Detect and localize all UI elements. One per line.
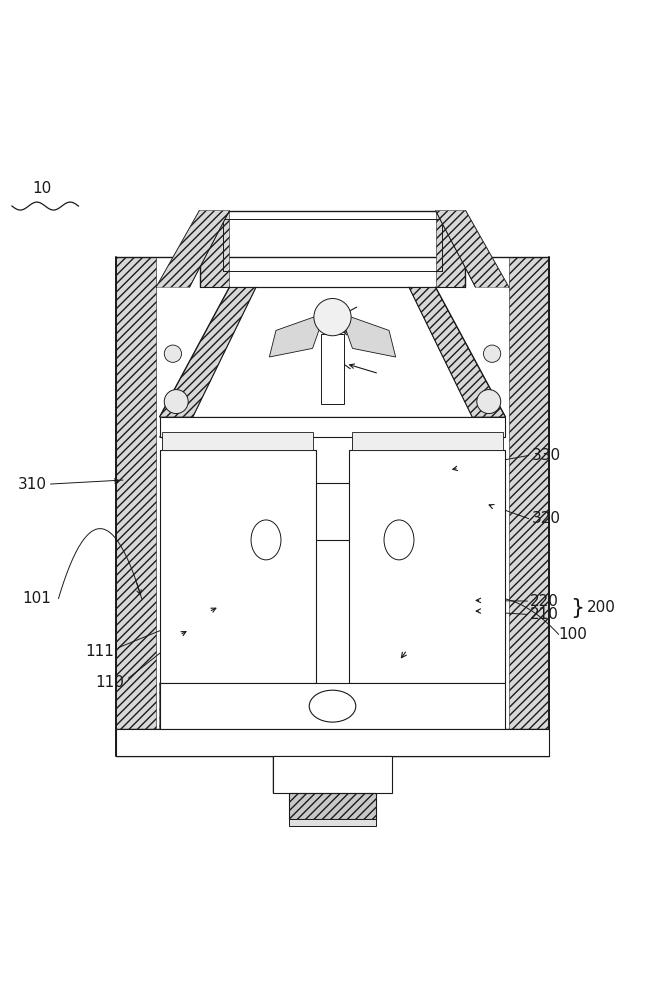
Bar: [321, 334, 344, 404]
Text: 10: 10: [33, 181, 51, 196]
Bar: [352, 432, 503, 450]
Bar: [160, 683, 505, 729]
Circle shape: [164, 435, 182, 452]
Bar: [162, 432, 313, 450]
Polygon shape: [273, 756, 293, 793]
Circle shape: [483, 345, 501, 362]
Circle shape: [314, 299, 351, 336]
Circle shape: [477, 390, 501, 414]
Ellipse shape: [309, 690, 356, 722]
Polygon shape: [436, 211, 466, 287]
Bar: [116, 729, 549, 756]
Polygon shape: [372, 756, 392, 793]
Polygon shape: [465, 683, 505, 729]
Bar: [160, 417, 505, 437]
Polygon shape: [160, 437, 276, 483]
Polygon shape: [409, 287, 505, 417]
Polygon shape: [465, 683, 505, 729]
Polygon shape: [160, 683, 200, 729]
Text: 210: 210: [530, 607, 559, 622]
Polygon shape: [389, 437, 505, 483]
Text: 110: 110: [95, 675, 124, 690]
Polygon shape: [436, 211, 509, 287]
Polygon shape: [160, 683, 200, 729]
Text: 310: 310: [17, 477, 47, 492]
Bar: [349, 450, 505, 683]
Circle shape: [483, 435, 501, 452]
Bar: [276, 483, 389, 540]
Bar: [160, 450, 316, 683]
Text: 200: 200: [587, 600, 615, 615]
Polygon shape: [116, 729, 160, 756]
Polygon shape: [509, 257, 549, 756]
Bar: [289, 793, 376, 819]
Ellipse shape: [251, 520, 281, 560]
Circle shape: [164, 390, 188, 414]
Text: 100: 100: [559, 627, 587, 642]
Polygon shape: [344, 315, 396, 357]
Polygon shape: [156, 211, 229, 287]
Text: 111: 111: [85, 644, 114, 659]
Bar: [289, 819, 376, 826]
Polygon shape: [505, 729, 549, 756]
Ellipse shape: [384, 520, 414, 560]
Polygon shape: [200, 211, 229, 287]
Polygon shape: [116, 257, 156, 756]
Polygon shape: [269, 315, 321, 357]
Text: 330: 330: [532, 448, 561, 463]
Polygon shape: [289, 793, 376, 819]
Bar: [273, 756, 392, 793]
Polygon shape: [160, 287, 256, 417]
Text: 220: 220: [530, 594, 559, 609]
Text: 320: 320: [532, 511, 561, 526]
Text: }: }: [571, 598, 585, 618]
Text: 101: 101: [22, 591, 51, 606]
Circle shape: [164, 345, 182, 362]
